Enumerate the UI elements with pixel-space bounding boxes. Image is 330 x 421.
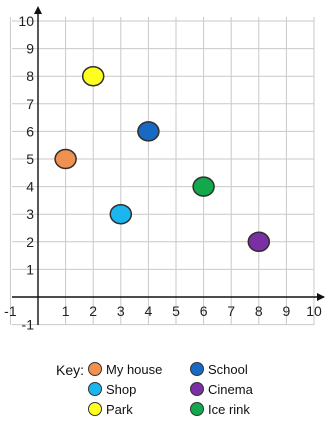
y-tick-label: 10 bbox=[18, 13, 34, 29]
x-axis-arrow-icon bbox=[317, 293, 325, 301]
x-tick-label: 2 bbox=[89, 303, 97, 319]
key-item-park: Park bbox=[88, 400, 133, 418]
x-tick-label: 1 bbox=[62, 303, 70, 319]
shop-swatch bbox=[88, 382, 102, 396]
key-item-label: My house bbox=[106, 361, 163, 377]
y-tick-label: 4 bbox=[26, 179, 34, 195]
my-house-swatch bbox=[88, 362, 102, 376]
x-tick-label: 8 bbox=[255, 303, 263, 319]
data-point bbox=[81, 65, 105, 87]
y-tick-label: 8 bbox=[26, 68, 34, 84]
x-tick-label: 7 bbox=[227, 303, 235, 319]
x-tick-label: 4 bbox=[145, 303, 153, 319]
key-title: Key: bbox=[56, 362, 85, 378]
x-tick-label: 9 bbox=[283, 303, 291, 319]
x-tick-label: -1 bbox=[4, 303, 17, 319]
key-item-my-house: My house bbox=[88, 360, 162, 378]
data-point bbox=[192, 176, 215, 197]
x-tick-label: 3 bbox=[117, 303, 125, 319]
park-swatch bbox=[88, 402, 102, 416]
y-tick-label: 6 bbox=[26, 123, 34, 139]
y-tick-label: 1 bbox=[26, 261, 34, 277]
y-tick-label: -1 bbox=[22, 317, 35, 333]
school-swatch bbox=[190, 362, 204, 376]
y-tick-label: 3 bbox=[26, 206, 34, 222]
y-axis-arrow-icon bbox=[34, 6, 42, 14]
data-point bbox=[54, 148, 77, 170]
ice-rink-swatch bbox=[190, 402, 204, 416]
x-tick-label: 5 bbox=[172, 303, 180, 319]
key-item-label: Shop bbox=[106, 381, 137, 397]
y-tick-label: 9 bbox=[26, 41, 34, 57]
data-point bbox=[137, 121, 160, 142]
key-item-cinema: Cinema bbox=[190, 380, 253, 398]
y-tick-label: 7 bbox=[26, 96, 34, 112]
key-item-label: School bbox=[208, 361, 248, 377]
data-point bbox=[247, 231, 271, 253]
cinema-swatch bbox=[190, 382, 204, 396]
x-tick-label: 6 bbox=[200, 303, 208, 319]
key-item-label: Ice rink bbox=[208, 401, 250, 417]
key-item-school: School bbox=[190, 360, 248, 378]
key-item-label: Cinema bbox=[208, 381, 253, 397]
data-point bbox=[109, 203, 133, 225]
key-item-ice-rink: Ice rink bbox=[190, 400, 250, 418]
y-tick-label: 2 bbox=[26, 234, 34, 250]
key-item-label: Park bbox=[106, 401, 133, 417]
y-tick-label: 5 bbox=[26, 151, 34, 167]
x-tick-label: 10 bbox=[306, 303, 322, 319]
key-item-shop: Shop bbox=[88, 380, 136, 398]
coordinate-grid-chart: -1 1 2 3 4 5 6 7 8 9 10 10 9 8 7 6 5 4 3 2 1 -1 bbox=[4, 6, 325, 333]
